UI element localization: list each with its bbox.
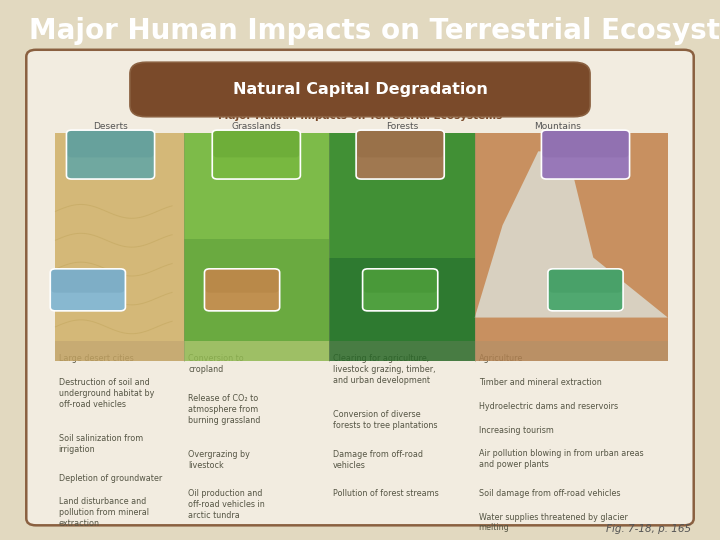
FancyBboxPatch shape: [549, 270, 622, 293]
Text: Damage from off-road
vehicles: Damage from off-road vehicles: [333, 450, 423, 470]
Text: Timber and mineral extraction: Timber and mineral extraction: [479, 378, 601, 387]
Text: Large desert cities: Large desert cities: [59, 354, 133, 363]
Polygon shape: [55, 133, 184, 341]
FancyBboxPatch shape: [66, 130, 155, 179]
FancyBboxPatch shape: [357, 131, 443, 157]
Polygon shape: [184, 133, 329, 341]
Text: Agriculture: Agriculture: [479, 354, 523, 363]
Text: Conversion to
cropland: Conversion to cropland: [189, 354, 244, 374]
FancyBboxPatch shape: [541, 130, 629, 179]
Text: Water supplies threatened by glacier
melting: Water supplies threatened by glacier mel…: [479, 513, 627, 532]
FancyBboxPatch shape: [215, 132, 301, 179]
Text: Natural Capital Degradation: Natural Capital Degradation: [233, 82, 487, 97]
Bar: [55, 133, 668, 341]
Text: Land disturbance and
pollution from mineral
extraction: Land disturbance and pollution from mine…: [59, 497, 149, 528]
FancyBboxPatch shape: [52, 270, 124, 293]
Polygon shape: [474, 151, 668, 318]
Polygon shape: [55, 341, 184, 361]
FancyBboxPatch shape: [206, 270, 279, 293]
Polygon shape: [329, 133, 474, 258]
Polygon shape: [184, 341, 329, 361]
FancyBboxPatch shape: [543, 131, 629, 157]
FancyBboxPatch shape: [53, 271, 126, 312]
FancyBboxPatch shape: [366, 271, 438, 312]
Text: Pollution of forest streams: Pollution of forest streams: [333, 489, 438, 498]
Text: Grasslands: Grasslands: [231, 123, 282, 131]
Polygon shape: [329, 133, 474, 341]
Polygon shape: [474, 133, 668, 341]
FancyBboxPatch shape: [27, 50, 694, 525]
Text: Clearing for agriculture,
livestock grazing, timber,
and urban development: Clearing for agriculture, livestock graz…: [333, 354, 436, 385]
Text: Soil salinization from
irrigation: Soil salinization from irrigation: [59, 434, 143, 454]
Text: Soil damage from off-road vehicles: Soil damage from off-road vehicles: [479, 489, 620, 498]
FancyBboxPatch shape: [552, 271, 624, 312]
Text: Release of CO₂ to
atmosphere from
burning grassland: Release of CO₂ to atmosphere from burnin…: [189, 394, 261, 424]
FancyBboxPatch shape: [130, 62, 590, 117]
FancyBboxPatch shape: [50, 269, 125, 311]
FancyBboxPatch shape: [204, 269, 279, 311]
Text: Deserts: Deserts: [93, 123, 128, 131]
FancyBboxPatch shape: [545, 132, 630, 179]
Text: Air pollution blowing in from urban areas
and power plants: Air pollution blowing in from urban area…: [479, 449, 643, 469]
FancyBboxPatch shape: [548, 269, 623, 311]
FancyBboxPatch shape: [214, 131, 299, 157]
FancyBboxPatch shape: [363, 269, 438, 311]
Text: Conversion of diverse
forests to tree plantations: Conversion of diverse forests to tree pl…: [333, 410, 437, 430]
FancyBboxPatch shape: [364, 270, 436, 293]
FancyBboxPatch shape: [70, 132, 156, 179]
Text: Oil production and
off-road vehicles in
arctic tundra: Oil production and off-road vehicles in …: [189, 489, 265, 520]
Polygon shape: [516, 151, 561, 188]
FancyBboxPatch shape: [356, 130, 444, 179]
FancyBboxPatch shape: [359, 132, 445, 179]
FancyBboxPatch shape: [208, 271, 280, 312]
Text: Mountains: Mountains: [534, 123, 581, 131]
Text: Major Human Impacts on Terrestrial Ecosystems: Major Human Impacts on Terrestrial Ecosy…: [218, 111, 502, 121]
FancyBboxPatch shape: [68, 131, 153, 157]
Polygon shape: [184, 133, 329, 239]
Text: Destruction of soil and
underground habitat by
off-road vehicles: Destruction of soil and underground habi…: [59, 378, 154, 409]
Polygon shape: [329, 341, 474, 361]
FancyBboxPatch shape: [212, 130, 300, 179]
Text: Forests: Forests: [386, 123, 418, 131]
Text: Increasing tourism: Increasing tourism: [479, 426, 554, 435]
Text: Major Human Impacts on Terrestrial Ecosystems: Major Human Impacts on Terrestrial Ecosy…: [29, 17, 720, 45]
Text: Hydroelectric dams and reservoirs: Hydroelectric dams and reservoirs: [479, 402, 618, 411]
Text: Overgrazing by
livestock: Overgrazing by livestock: [189, 450, 250, 470]
Text: Fig. 7-18, p. 165: Fig. 7-18, p. 165: [606, 523, 691, 534]
Polygon shape: [474, 341, 668, 361]
Text: Depletion of groundwater: Depletion of groundwater: [59, 474, 162, 483]
